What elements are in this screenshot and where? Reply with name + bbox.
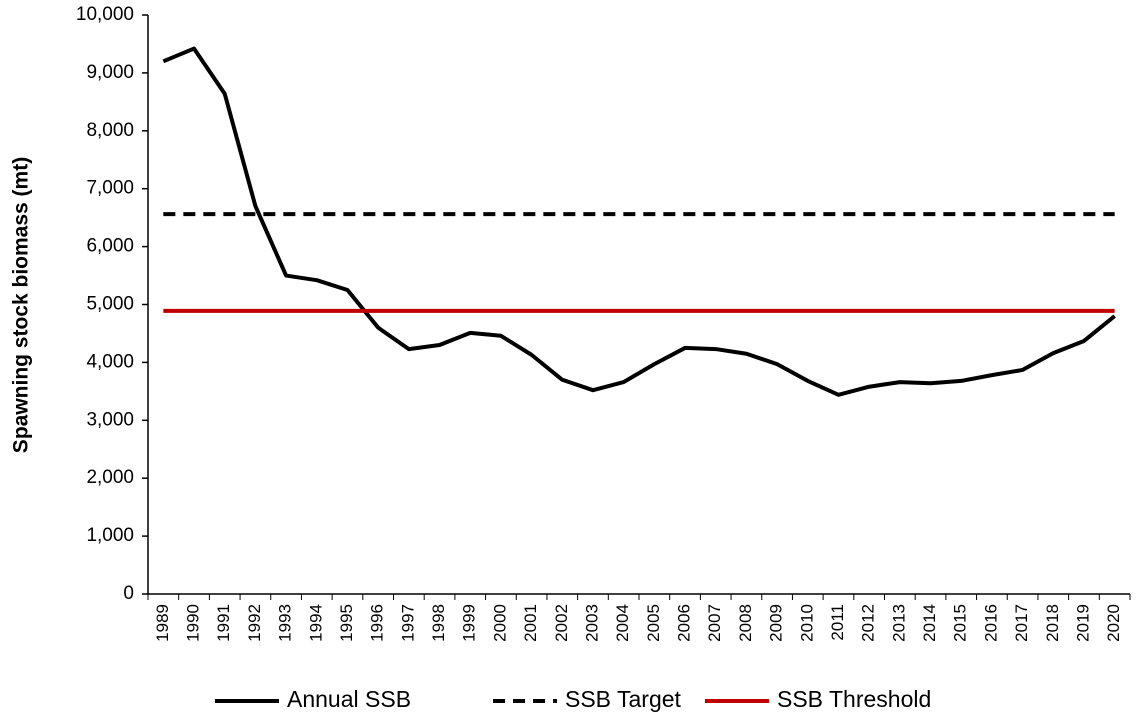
x-tick-label: 1994	[306, 604, 325, 642]
x-tick-label: 1995	[337, 604, 356, 642]
y-tick-label: 5,000	[86, 294, 134, 315]
y-tick-label: 0	[123, 583, 134, 604]
x-tick-label: 2007	[705, 604, 724, 642]
x-tick-label: 2014	[920, 604, 939, 642]
x-tick-label: 2008	[736, 604, 755, 642]
y-tick-label: 3,000	[86, 409, 134, 430]
x-tick-label: 2002	[552, 604, 571, 642]
x-tick-label: 2000	[490, 604, 509, 642]
legend-label: Annual SSB	[287, 686, 411, 712]
x-tick-label: 2019	[1073, 604, 1092, 642]
series-line	[162, 46, 1116, 397]
y-tick-label: 2,000	[86, 467, 134, 488]
x-tick-label: 1989	[153, 604, 172, 642]
x-tick-label: 1998	[429, 604, 448, 642]
y-tick-label: 7,000	[86, 178, 134, 199]
x-tick-label: 2003	[582, 604, 601, 642]
x-tick-label: 2018	[1043, 604, 1062, 642]
x-tick-label: 1996	[368, 604, 387, 642]
legend-label: SSB Target	[565, 686, 682, 712]
y-tick-label: 10,000	[76, 4, 134, 25]
x-tick-label: 2015	[951, 604, 970, 642]
x-tick-label: 1999	[460, 604, 479, 642]
x-tick-label: 1991	[214, 604, 233, 642]
x-tick-label: 2010	[797, 604, 816, 642]
y-tick-label: 8,000	[86, 120, 134, 141]
x-tick-label: 2009	[767, 604, 786, 642]
x-tick-label: 2013	[889, 604, 908, 642]
x-tick-label: 1997	[398, 604, 417, 642]
y-tick-label: 1,000	[86, 525, 134, 546]
y-tick-label: 4,000	[86, 351, 134, 372]
legend-label: SSB Threshold	[777, 686, 931, 712]
x-tick-label: 2004	[613, 604, 632, 642]
x-tick-label: 2016	[981, 604, 1000, 642]
x-tick-label: 2017	[1012, 604, 1031, 642]
x-tick-label: 2011	[828, 604, 847, 641]
y-tick-label: 9,000	[86, 62, 134, 83]
x-tick-label: 2001	[521, 604, 540, 642]
x-tick-label: 1990	[184, 604, 203, 642]
y-axis-title: Spawning stock biomass (mt)	[10, 157, 33, 453]
x-tick-label: 2020	[1104, 604, 1123, 642]
x-tick-label: 1992	[245, 604, 264, 642]
x-tick-label: 2006	[675, 604, 694, 642]
y-tick-label: 6,000	[86, 236, 134, 257]
x-tick-label: 1993	[276, 604, 295, 642]
x-tick-label: 2005	[644, 604, 663, 642]
x-tick-label: 2012	[859, 604, 878, 642]
